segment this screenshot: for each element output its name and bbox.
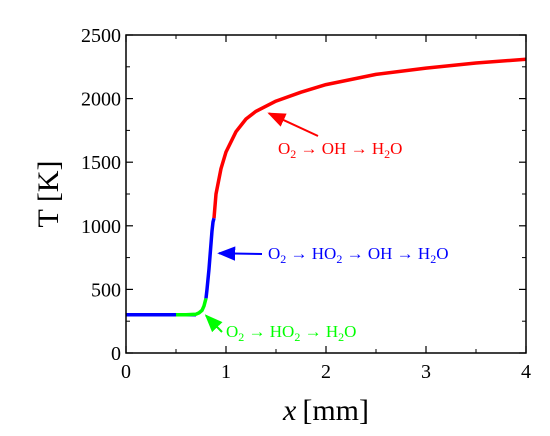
y-tick-label: 1500 (81, 152, 121, 174)
red-pathway-label-part: O (278, 139, 290, 158)
blue-pathway-label-part: O (268, 244, 280, 263)
blue-pathway-label-part: 2 (336, 252, 342, 266)
green-pathway-label-part: 2 (338, 330, 344, 344)
series-line-2 (175, 297, 208, 317)
blue-pathway-label-part: 2 (430, 252, 436, 266)
ticks-layer: 0 1 2 3 4 0 500 1000 1500 2000 2500 (81, 25, 531, 383)
plot-frame (125, 34, 527, 354)
y-tick-label: 1000 (81, 216, 121, 238)
green-pathway-arrow (204, 314, 223, 333)
x-tick-label: 3 (421, 361, 431, 383)
green-pathway-label-part: → HO (244, 322, 294, 341)
green-pathway-label-part: 2 (238, 330, 244, 344)
red-pathway-label-part: O (390, 139, 402, 158)
series-line-4 (212, 57, 527, 219)
green-pathway-label-part: 2 (294, 330, 300, 344)
red-pathway-label-part: 2 (384, 147, 390, 161)
green-pathway-label-part: O (226, 322, 238, 341)
blue-pathway-label: O2 → HO2 → OH → H2O (268, 244, 448, 266)
blue-pathway-label-part: → HO (286, 244, 336, 263)
red-pathway-label-part: → OH → H (296, 139, 384, 158)
y-axis-title: T [K] (32, 161, 65, 228)
blue-pathway-label-part: 2 (280, 252, 286, 266)
green-pathway-label: O2 → HO2 → H2O (226, 322, 356, 344)
lines-layer (126, 57, 527, 317)
y-tick-label: 0 (111, 343, 121, 365)
y-tick-label: 2000 (81, 89, 121, 111)
blue-pathway-label-part: O (436, 244, 448, 263)
x-tick-label: 4 (521, 361, 531, 383)
x-tick-label: 1 (221, 361, 231, 383)
blue-pathway-label-part: → OH → H (342, 244, 430, 263)
blue-pathway-arrow (217, 246, 263, 261)
x-tick-label: 2 (321, 361, 331, 383)
y-tick-label: 2500 (81, 25, 121, 47)
red-pathway-label: O2 → OH → H2O (278, 139, 402, 161)
green-pathway-label-part: O (344, 322, 356, 341)
x-axis-unit: [mm] (302, 394, 369, 427)
y-tick-label: 500 (91, 279, 121, 301)
series-line-3 (204, 217, 216, 299)
x-axis-variable: x (282, 394, 297, 427)
x-tick-label: 0 (121, 361, 131, 383)
x-axis-title: x [mm] (282, 394, 369, 427)
green-pathway-label-part: → H (300, 322, 338, 341)
red-pathway-arrow (267, 112, 319, 137)
red-pathway-label-part: 2 (290, 147, 296, 161)
